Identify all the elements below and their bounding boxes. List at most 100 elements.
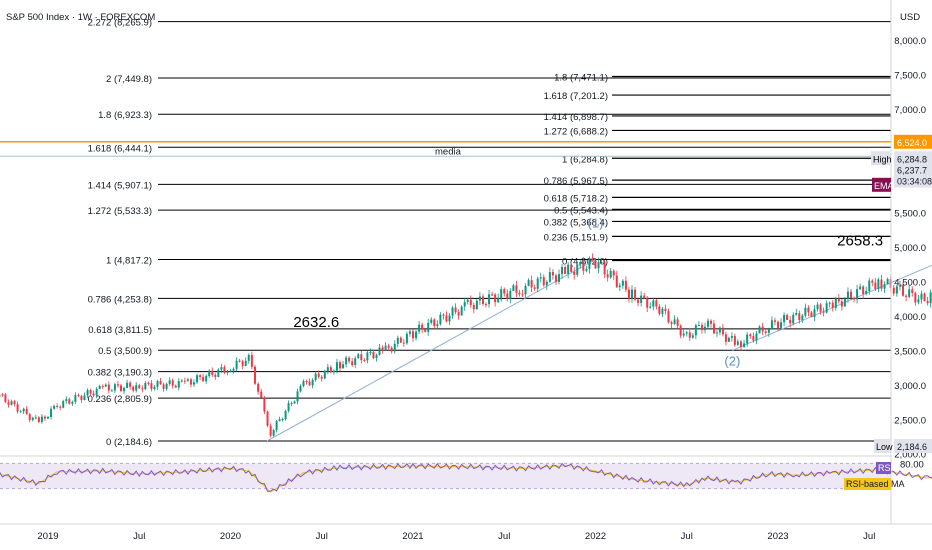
candle-body[interactable] [305, 381, 308, 383]
candle-body[interactable] [335, 362, 338, 371]
candle-body[interactable] [491, 294, 494, 296]
candle-body[interactable] [472, 304, 475, 310]
candle-body[interactable] [749, 334, 752, 337]
candle-body[interactable] [153, 386, 156, 390]
candle-body[interactable] [223, 367, 226, 373]
candle-body[interactable] [290, 403, 293, 405]
candle-body[interactable] [664, 308, 667, 312]
candle-body[interactable] [7, 402, 10, 405]
candle-body[interactable] [561, 267, 564, 275]
candle-body[interactable] [761, 326, 764, 332]
candle-body[interactable] [92, 393, 95, 396]
candle-body[interactable] [296, 391, 299, 402]
candle-body[interactable] [813, 309, 816, 318]
candle-body[interactable] [892, 287, 895, 294]
candle-body[interactable] [721, 327, 724, 335]
candle-body[interactable] [360, 354, 363, 361]
candle-body[interactable] [743, 343, 746, 347]
candle-body[interactable] [840, 301, 843, 307]
candle-body[interactable] [649, 306, 652, 308]
candle-body[interactable] [378, 347, 381, 355]
candle-body[interactable] [865, 291, 868, 295]
candle-body[interactable] [917, 299, 920, 303]
candle-body[interactable] [539, 277, 542, 279]
candle-body[interactable] [150, 383, 153, 390]
candle-body[interactable] [86, 390, 89, 396]
candle-body[interactable] [736, 341, 739, 345]
candle-body[interactable] [193, 382, 195, 385]
candle-body[interactable] [463, 301, 466, 307]
candle-body[interactable] [828, 302, 831, 304]
candle-body[interactable] [597, 262, 600, 269]
candle-body[interactable] [518, 292, 521, 295]
candle-body[interactable] [612, 270, 615, 276]
candle-body[interactable] [4, 394, 7, 403]
candle-body[interactable] [594, 260, 597, 269]
candle-body[interactable] [673, 319, 676, 325]
candle-body[interactable] [287, 403, 290, 411]
candle-body[interactable] [582, 261, 585, 271]
candle-body[interactable] [506, 293, 509, 299]
candle-body[interactable] [241, 361, 244, 366]
candle-body[interactable] [129, 382, 132, 387]
candle-body[interactable] [752, 336, 755, 341]
candle-body[interactable] [372, 352, 375, 359]
candle-body[interactable] [801, 315, 804, 321]
candle-body[interactable] [536, 278, 539, 289]
candle-body[interactable] [396, 337, 399, 344]
candle-body[interactable] [269, 425, 272, 436]
candle-body[interactable] [640, 295, 643, 303]
candle-body[interactable] [451, 307, 454, 316]
candle-body[interactable] [911, 289, 914, 293]
candle-body[interactable] [856, 289, 859, 300]
candle-body[interactable] [667, 311, 670, 323]
candle-body[interactable] [688, 332, 691, 338]
candle-body[interactable] [89, 390, 92, 394]
candle-body[interactable] [250, 355, 253, 367]
candle-body[interactable] [460, 306, 463, 316]
candle-body[interactable] [770, 320, 773, 330]
candle-body[interactable] [478, 296, 481, 301]
candle-body[interactable] [405, 333, 408, 344]
candle-body[interactable] [567, 264, 570, 275]
candle-body[interactable] [457, 312, 460, 316]
candle-body[interactable] [704, 326, 706, 331]
candle-body[interactable] [278, 419, 281, 422]
candle-body[interactable] [883, 284, 886, 289]
candle-body[interactable] [211, 370, 214, 375]
candle-body[interactable] [71, 401, 74, 404]
candle-body[interactable] [116, 384, 119, 386]
candle-body[interactable] [47, 417, 49, 419]
candle-body[interactable] [524, 285, 527, 295]
candle-body[interactable] [712, 323, 715, 334]
candle-body[interactable] [454, 307, 457, 313]
candle-body[interactable] [381, 347, 384, 351]
candle-body[interactable] [494, 294, 497, 303]
candle-body[interactable] [266, 411, 269, 426]
candle-body[interactable] [345, 357, 348, 365]
candle-body[interactable] [232, 368, 235, 371]
candle-body[interactable] [509, 290, 512, 299]
candle-body[interactable] [418, 324, 421, 332]
candle-body[interactable] [384, 345, 387, 351]
candle-body[interactable] [929, 292, 932, 304]
candle-body[interactable] [408, 331, 411, 334]
candle-body[interactable] [920, 293, 923, 300]
candle-body[interactable] [126, 382, 129, 388]
candle-body[interactable] [25, 408, 28, 415]
candle-body[interactable] [263, 397, 266, 412]
candle-body[interactable] [393, 343, 396, 352]
candle-body[interactable] [159, 381, 162, 385]
candle-body[interactable] [819, 304, 822, 312]
candle-body[interactable] [709, 320, 712, 324]
candle-body[interactable] [180, 380, 183, 382]
candle-body[interactable] [914, 292, 917, 303]
candle-body[interactable] [585, 268, 588, 271]
candle-body[interactable] [299, 386, 302, 392]
candle-body[interactable] [80, 396, 83, 401]
candle-body[interactable] [733, 335, 736, 345]
candle-body[interactable] [679, 325, 682, 336]
candle-body[interactable] [138, 385, 141, 389]
candle-body[interactable] [646, 297, 649, 308]
